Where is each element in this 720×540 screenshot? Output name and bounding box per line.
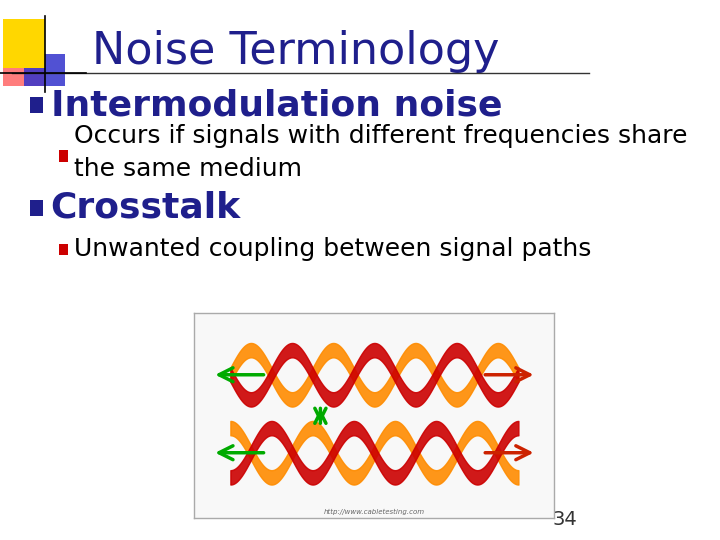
Text: Crosstalk: Crosstalk [50, 191, 240, 225]
Bar [60, 244, 68, 255]
Text: Noise Terminology: Noise Terminology [92, 30, 500, 73]
FancyBboxPatch shape [24, 54, 66, 86]
Text: Unwanted coupling between signal paths: Unwanted coupling between signal paths [74, 238, 592, 261]
FancyBboxPatch shape [3, 49, 45, 86]
Bar [30, 97, 42, 113]
FancyBboxPatch shape [3, 19, 45, 68]
Text: http://www.cabletesting.com: http://www.cabletesting.com [324, 509, 425, 515]
Text: Intermodulation noise: Intermodulation noise [50, 89, 502, 122]
Text: 34: 34 [552, 510, 577, 529]
Bar [30, 200, 42, 216]
Bar [60, 150, 68, 162]
Text: Occurs if signals with different frequencies share
the same medium: Occurs if signals with different frequen… [74, 124, 688, 181]
